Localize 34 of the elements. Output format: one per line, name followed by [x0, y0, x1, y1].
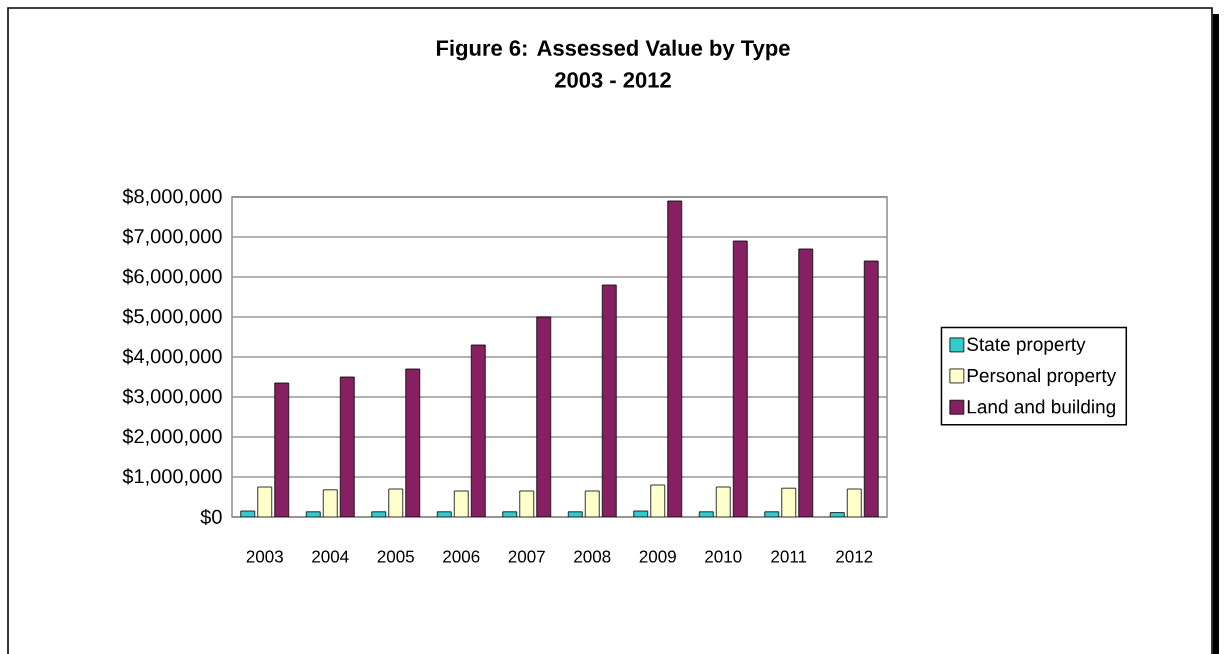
- x-tick-label: 2011: [771, 550, 807, 563]
- bar: [470, 344, 486, 517]
- bar: [339, 376, 355, 517]
- bar: [667, 200, 683, 517]
- x-tick-label: 2009: [639, 550, 676, 563]
- chart-title: Figure 6: Assessed Value by Type: [436, 39, 790, 61]
- bar: [405, 368, 421, 517]
- bar: [274, 382, 290, 517]
- chart-subtitle: 2003 - 2012: [555, 72, 671, 88]
- y-tick-label: $5,000,000: [122, 308, 222, 326]
- y-tick-label: $7,000,000: [122, 228, 222, 246]
- y-tick-label: $8,000,000: [122, 188, 222, 206]
- x-tick-label: 2003: [246, 550, 283, 563]
- x-tick-label: 2005: [377, 550, 414, 563]
- y-tick-label: $3,000,000: [122, 388, 222, 406]
- y-tick-label: $0: [200, 508, 222, 526]
- y-tick-label: $4,000,000: [122, 348, 222, 366]
- bar: [601, 284, 617, 517]
- bar: [732, 240, 748, 517]
- legend-label: Personal property: [967, 368, 1117, 387]
- bar: [863, 260, 879, 517]
- x-tick-label: 2008: [574, 550, 611, 563]
- x-tick-label: 2006: [443, 550, 480, 563]
- legend-label: Land and building: [967, 399, 1115, 418]
- bar: [798, 248, 814, 517]
- x-tick-label: 2010: [705, 550, 742, 563]
- y-tick-label: $2,000,000: [122, 428, 222, 446]
- x-tick-label: 2012: [836, 550, 873, 563]
- x-tick-label: 2004: [312, 550, 349, 563]
- bar: [536, 316, 552, 517]
- x-tick-label: 2007: [508, 550, 545, 563]
- y-tick-label: $1,000,000: [122, 468, 222, 486]
- legend-label: State property: [967, 337, 1086, 355]
- y-tick-label: $6,000,000: [122, 268, 222, 286]
